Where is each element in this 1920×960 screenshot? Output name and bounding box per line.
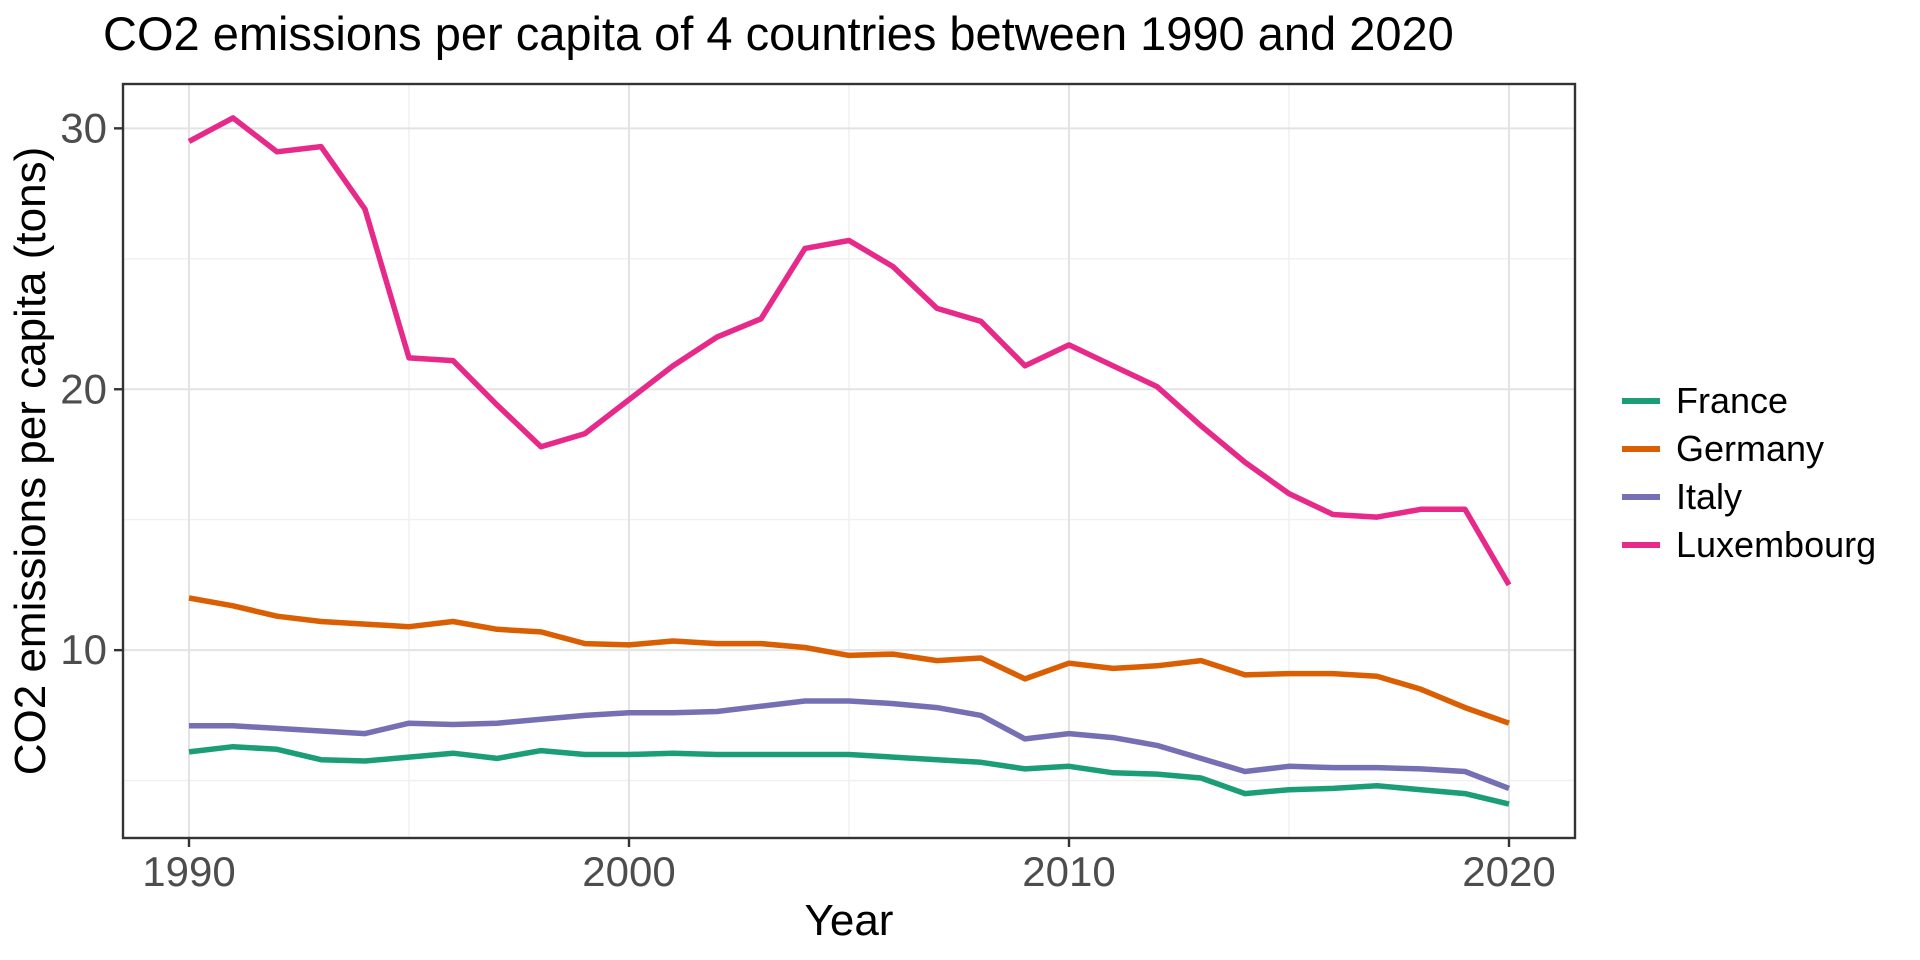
legend-item-luxembourg: Luxembourg [1622,521,1876,569]
legend-item-label: Germany [1676,428,1825,469]
legend-key-line [1622,494,1660,500]
series-line-luxembourg [187,115,1512,587]
legend-key-line [1622,446,1660,452]
x-tick-label: 1990 [142,848,235,895]
y-tick-label: 20 [60,365,107,412]
legend-key-line [1622,542,1660,548]
legend-item-label: Luxembourg [1676,524,1877,565]
legend-item-label: France [1676,380,1789,421]
chart-title: CO2 emissions per capita of 4 countries … [103,7,1454,60]
x-axis-title: Year [804,896,894,945]
y-tick-label: 30 [60,104,107,151]
series-line-germany [188,595,1510,726]
y-tick-label: 10 [60,626,107,673]
series-line-italy [189,698,1510,791]
x-tick-label: 2000 [582,848,675,895]
legend-key-line [1622,398,1660,404]
legend-item-germany: Germany [1622,425,1876,473]
series-line-france [188,743,1510,807]
legend: France Germany Italy Luxembourg [1622,377,1876,569]
panel-border [121,82,1577,840]
y-axis-title: CO2 emissions per capita (tons) [6,146,55,776]
legend-item-label: Italy [1676,476,1743,517]
x-tick-label: 2010 [1022,848,1115,895]
x-tick-label: 2020 [1462,848,1555,895]
legend-item-italy: Italy [1622,473,1876,521]
legend-item-france: France [1622,377,1876,425]
